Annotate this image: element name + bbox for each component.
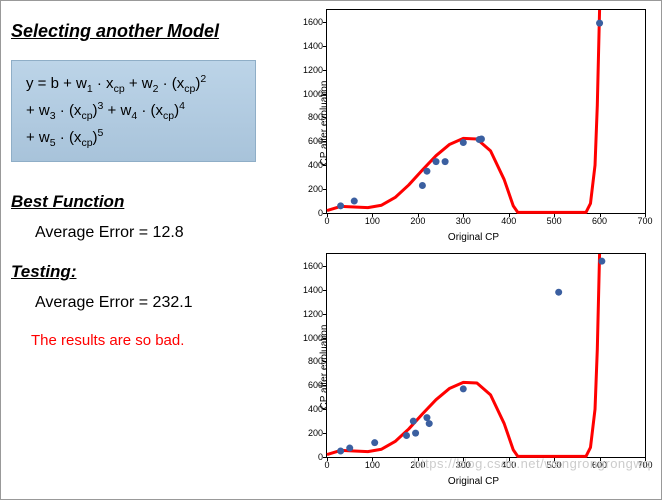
- best-function-heading: Best Function: [11, 192, 281, 212]
- best-error-value: Average Error = 12.8: [35, 224, 281, 242]
- chart-top-xlabel: Original CP: [448, 232, 499, 243]
- chart-bottom: CP after evoluation 02004006008001000120…: [286, 245, 661, 489]
- equation-box: y = b + w1 · xcp + w2 · (xcp)2+ w3 · (xc…: [11, 60, 256, 162]
- bad-result-text: The results are so bad.: [31, 332, 281, 349]
- chart-top: CP after evoluation 02004006008001000120…: [286, 1, 661, 245]
- chart-bottom-plot: 0200400600800100012001400160001002003004…: [326, 253, 646, 458]
- testing-error-value: Average Error = 232.1: [35, 294, 281, 312]
- chart-top-plot: 0200400600800100012001400160001002003004…: [326, 9, 646, 214]
- section-title: Selecting another Model: [11, 21, 281, 42]
- watermark: https://blog.csdn.net/wangrongrongwq: [413, 456, 651, 471]
- chart-bottom-xlabel: Original CP: [448, 476, 499, 487]
- testing-heading: Testing:: [11, 262, 281, 282]
